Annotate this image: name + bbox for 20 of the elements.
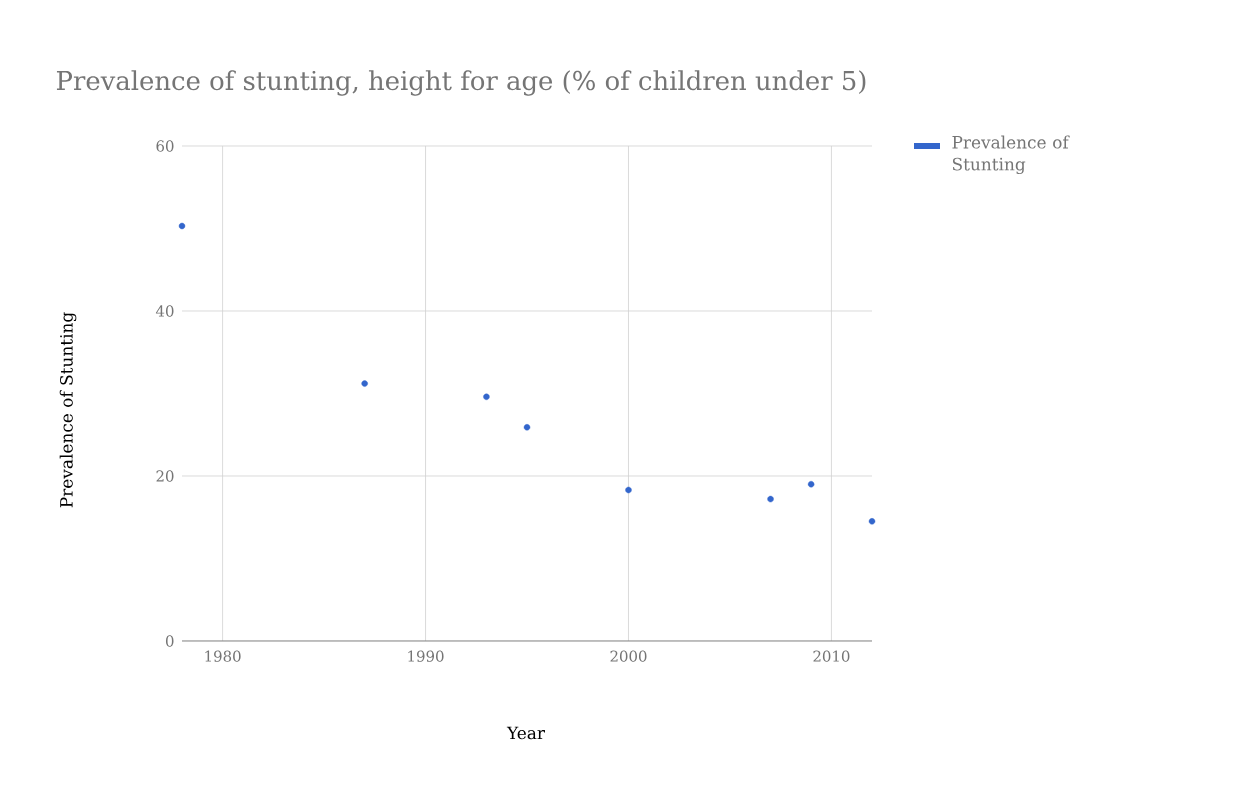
point (868, 518, 876, 525)
point (178, 222, 186, 230)
x-tick-label: 1980 (205, 650, 241, 662)
x-axis-title: Year (506, 726, 545, 740)
point (625, 486, 632, 494)
y-axis-title: Prevalence of Stunting (59, 312, 77, 508)
x-tick-label: 2000 (610, 650, 647, 662)
x-tick-label: 2010 (813, 650, 850, 662)
y-tick-label: 20 (156, 470, 174, 482)
x-tick-label: 1990 (408, 650, 444, 662)
point (523, 424, 531, 431)
point (807, 481, 815, 488)
y-tick-label: 60 (156, 140, 174, 152)
y-tick-label: 40 (155, 305, 174, 317)
chart-title: Prevalence of stunting, height for age (% of children under 5) (56, 70, 866, 96)
point (361, 380, 368, 387)
point (483, 393, 490, 400)
legend-label: Prevalence of Stunting (952, 135, 1070, 175)
y-tick-label: 0 (165, 635, 174, 647)
point (767, 495, 774, 503)
